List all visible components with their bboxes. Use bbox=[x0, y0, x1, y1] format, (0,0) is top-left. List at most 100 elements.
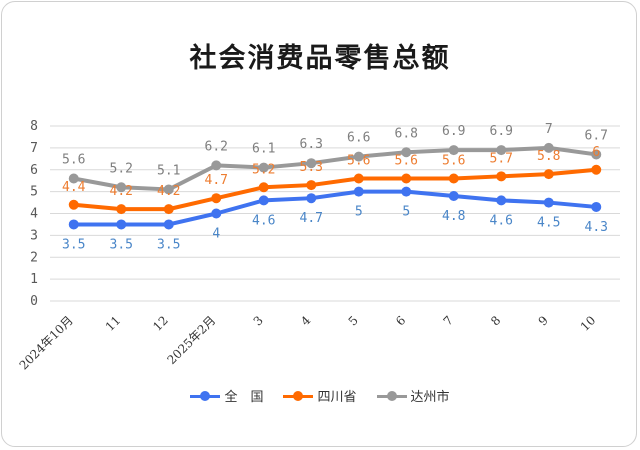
data-point-sichuan bbox=[258, 182, 269, 193]
x-tick-label: 11 bbox=[103, 313, 124, 334]
data-point-national bbox=[163, 219, 174, 230]
data-point-national bbox=[448, 191, 459, 201]
data-label-national: 3.5 bbox=[62, 237, 85, 252]
data-point-dazhou bbox=[211, 160, 222, 171]
legend-item-sichuan: 四川省 bbox=[283, 386, 357, 405]
y-tick-label: 5 bbox=[30, 185, 38, 200]
x-tick-label: 6 bbox=[393, 313, 408, 328]
data-label-national: 3.5 bbox=[110, 237, 133, 252]
data-point-sichuan bbox=[68, 199, 79, 210]
data-label-national: 4 bbox=[212, 227, 220, 242]
series-line-national bbox=[71, 189, 599, 227]
data-label-national: 4.7 bbox=[300, 211, 323, 226]
data-label-national: 4.8 bbox=[442, 209, 465, 224]
data-label-national: 4.5 bbox=[537, 216, 560, 231]
x-tick-label: 9 bbox=[536, 313, 551, 328]
legend-label-sichuan: 四川省 bbox=[317, 390, 357, 405]
data-label-national: 3.5 bbox=[157, 237, 180, 252]
data-point-national bbox=[68, 219, 79, 230]
data-point-sichuan bbox=[163, 204, 174, 215]
data-label-dazhou: 6.6 bbox=[347, 131, 370, 146]
legend-label-national: 全 国 bbox=[224, 390, 264, 405]
data-point-dazhou bbox=[306, 158, 317, 169]
data-label-sichuan: 5.7 bbox=[490, 151, 513, 166]
data-label-dazhou: 6.9 bbox=[490, 124, 513, 139]
data-label-sichuan: 4.2 bbox=[157, 184, 180, 199]
series-line-dazhou bbox=[71, 145, 599, 192]
data-point-national bbox=[258, 195, 269, 206]
y-tick-label: 0 bbox=[30, 294, 38, 309]
legend-dot-national bbox=[200, 390, 211, 401]
data-point-dazhou bbox=[591, 149, 602, 160]
data-label-dazhou: 5.1 bbox=[157, 163, 180, 178]
data-label-dazhou: 5.6 bbox=[62, 153, 85, 168]
data-point-national bbox=[496, 195, 507, 206]
data-point-sichuan bbox=[401, 173, 412, 184]
data-point-dazhou bbox=[68, 173, 79, 184]
x-tick-label: 10 bbox=[578, 313, 599, 334]
legend-swatch-national bbox=[190, 390, 221, 401]
x-tick-label: 8 bbox=[488, 313, 503, 328]
y-tick-label: 7 bbox=[30, 141, 38, 156]
data-point-sichuan bbox=[306, 180, 317, 191]
x-tick-label: 12 bbox=[150, 313, 171, 334]
x-tick-label: 2024年10月 bbox=[17, 313, 76, 372]
y-tick-label: 6 bbox=[30, 163, 38, 178]
data-point-dazhou bbox=[258, 162, 269, 173]
legend-dot-sichuan bbox=[293, 390, 304, 401]
x-tick-label: 7 bbox=[441, 313, 456, 328]
data-label-dazhou: 6.2 bbox=[205, 139, 228, 154]
legend-label-dazhou: 达州市 bbox=[410, 390, 450, 405]
legend-swatch-sichuan bbox=[283, 390, 314, 401]
data-point-dazhou bbox=[496, 145, 507, 156]
x-tick-label: 3 bbox=[251, 313, 266, 328]
data-label-national: 4.6 bbox=[490, 213, 513, 228]
data-point-national bbox=[211, 208, 222, 219]
y-tick-label: 1 bbox=[30, 272, 38, 287]
data-label-sichuan: 4.7 bbox=[205, 173, 228, 188]
data-label-sichuan: 4.4 bbox=[62, 180, 86, 195]
data-point-national bbox=[401, 186, 412, 197]
data-label-dazhou: 6.7 bbox=[585, 128, 608, 143]
data-point-sichuan bbox=[543, 169, 554, 180]
legend-item-dazhou: 达州市 bbox=[376, 386, 450, 405]
data-label-national: 4.6 bbox=[252, 213, 275, 228]
x-tick-label: 2025年2月 bbox=[164, 313, 218, 367]
data-label-national: 5 bbox=[402, 205, 410, 220]
data-label-sichuan: 5.6 bbox=[395, 154, 418, 169]
data-label-sichuan: 5.3 bbox=[300, 160, 323, 175]
data-label-dazhou: 6.1 bbox=[252, 142, 275, 157]
data-point-dazhou bbox=[543, 142, 554, 153]
data-point-dazhou bbox=[353, 151, 364, 162]
y-tick-label: 8 bbox=[30, 119, 38, 134]
data-label-dazhou: 6.9 bbox=[442, 124, 465, 139]
y-tick-label: 3 bbox=[30, 228, 38, 243]
data-label-sichuan: 6 bbox=[592, 145, 600, 160]
data-point-dazhou bbox=[448, 145, 459, 156]
data-point-sichuan bbox=[353, 173, 364, 184]
data-point-dazhou bbox=[163, 184, 174, 195]
data-label-dazhou: 5.2 bbox=[110, 161, 133, 176]
data-point-sichuan bbox=[591, 164, 602, 175]
data-label-national: 5 bbox=[355, 205, 363, 220]
data-label-sichuan: 5.6 bbox=[347, 154, 370, 169]
series-line-sichuan bbox=[71, 167, 599, 212]
data-point-national bbox=[116, 219, 127, 230]
data-label-dazhou: 7 bbox=[545, 122, 553, 137]
legend-item-national: 全 国 bbox=[190, 386, 263, 405]
data-point-sichuan bbox=[116, 204, 127, 215]
legend-swatch-dazhou bbox=[376, 390, 407, 401]
data-label-sichuan: 4.2 bbox=[110, 184, 133, 199]
data-point-dazhou bbox=[116, 182, 127, 193]
data-label-sichuan: 5.2 bbox=[252, 162, 275, 177]
chart-legend: 全 国 四川省 达州市 bbox=[0, 386, 640, 405]
data-label-dazhou: 6.3 bbox=[300, 137, 323, 152]
data-label-sichuan: 5.6 bbox=[442, 154, 465, 169]
chart-title: 社会消费品零售总额 bbox=[189, 43, 451, 74]
data-label-national: 4.3 bbox=[585, 220, 608, 235]
data-point-sichuan bbox=[448, 173, 459, 184]
data-point-national bbox=[591, 201, 602, 212]
data-label-sichuan: 5.8 bbox=[537, 149, 560, 164]
y-tick-label: 4 bbox=[30, 207, 38, 222]
